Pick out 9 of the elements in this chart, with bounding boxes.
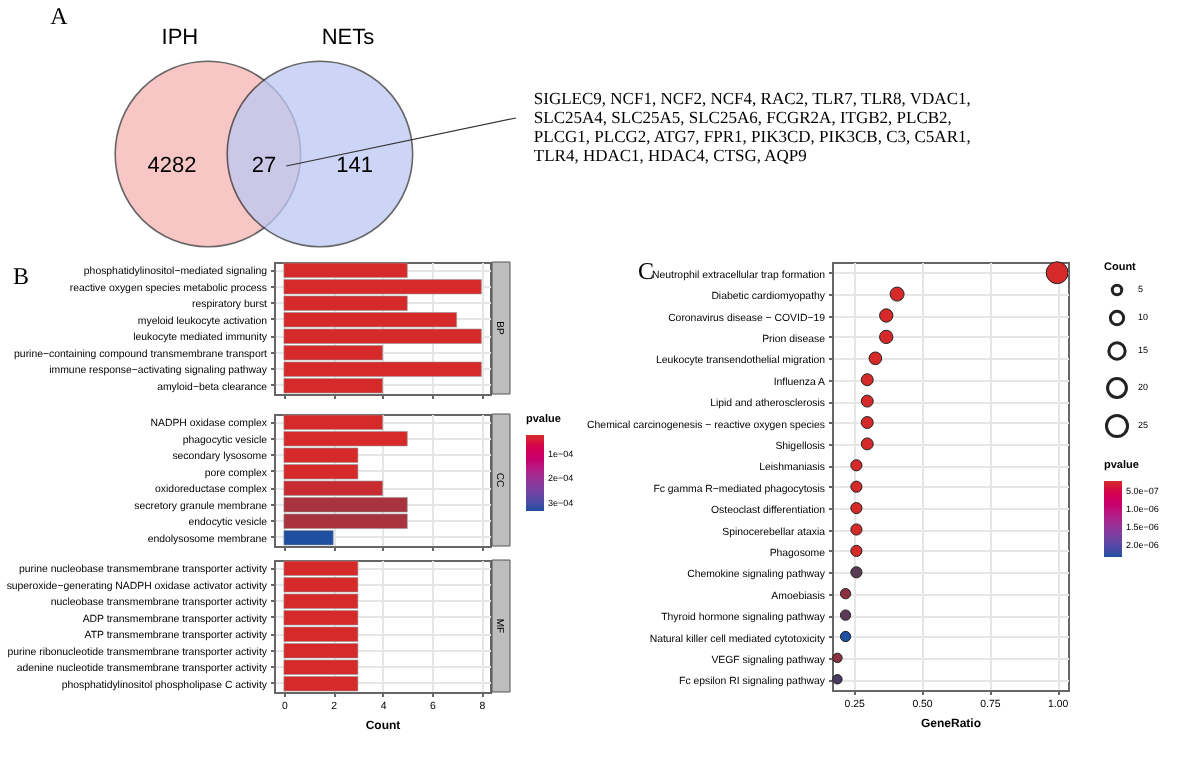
chart-title: C xyxy=(638,256,655,285)
text: SIGLEC9, NCF1, NCF2, NCF4, RAC2, TLR7, TLR8, VDAC1, SLC25A4, SLC25A5, SLC25A6, FCGR2A, ITGB2, PLCB2, PLCG1, PLCG2, ATG7, FPR1, PIK3CD, PIK3CB, C3, C5AR1, TLR4, HDAC1, HDAC4, CTSG, AQP9 xyxy=(533,87,971,165)
category-label: IPH xyxy=(161,26,199,50)
data-label: 27 xyxy=(251,154,277,178)
text: A xyxy=(50,2,69,30)
data-label: 4282 xyxy=(147,154,197,178)
data-label: 141 xyxy=(336,154,373,178)
text: B xyxy=(13,261,30,290)
category-label: NETs xyxy=(321,26,376,50)
